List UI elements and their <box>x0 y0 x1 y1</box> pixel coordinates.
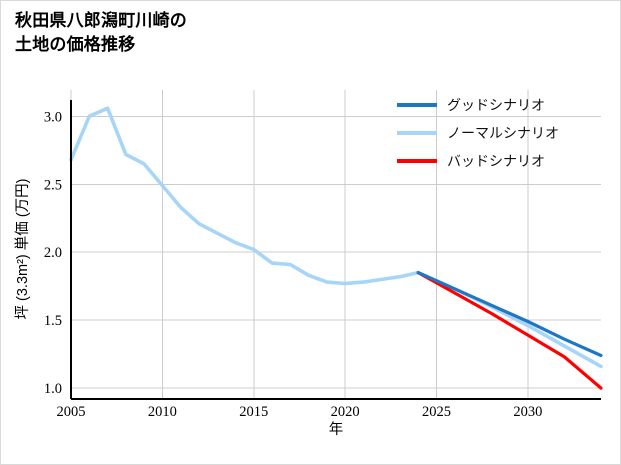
y-tick-label: 3.0 <box>44 109 62 125</box>
page-title: 秋田県八郎潟町川崎の 土地の価格推移 <box>15 11 187 55</box>
legend-label-1: ノーマルシナリオ <box>447 125 559 141</box>
y-tick-label: 2.5 <box>44 177 62 193</box>
x-tick-label: 2005 <box>57 404 86 420</box>
x-tick-label: 2025 <box>422 404 451 420</box>
legend-label-2: バッドシナリオ <box>447 153 545 169</box>
y-tick-label: 1.5 <box>44 313 62 329</box>
series-group <box>69 106 603 390</box>
legend-label-0: グッドシナリオ <box>447 97 545 113</box>
y-axis-title: 坪 (3.3m²) 単価 (万円) <box>14 179 31 320</box>
axis-lines-group <box>69 100 601 401</box>
series-line-good <box>416 271 603 358</box>
series-line-bad <box>416 271 603 390</box>
x-tick-label: 2010 <box>148 404 177 420</box>
x-tick-label: 2030 <box>513 404 542 420</box>
x-tick-label: 2020 <box>331 404 360 420</box>
x-axis-tick-labels: 2005 2010 2015 2020 2025 2030 <box>57 404 543 420</box>
x-axis-title: 年 <box>329 421 344 438</box>
x-tick-label: 2015 <box>239 404 268 420</box>
y-tick-label: 1.0 <box>44 381 62 397</box>
gridlines-group <box>70 90 601 399</box>
y-tick-label: 2.0 <box>44 245 62 261</box>
series-line-normal <box>69 106 603 369</box>
y-axis-tick-labels: 1.0 1.5 2.0 2.5 3.0 <box>44 109 62 397</box>
